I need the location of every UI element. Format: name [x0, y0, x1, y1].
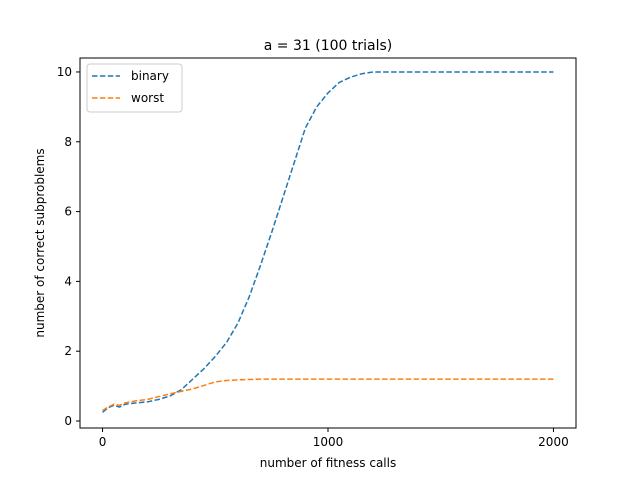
plot-frame	[79, 57, 577, 429]
x-tick-label: 1000	[313, 435, 344, 449]
x-axis-label: number of fitness calls	[260, 456, 396, 470]
y-tick-label: 4	[64, 274, 72, 288]
chart-title: a = 31 (100 trials)	[264, 38, 392, 54]
x-axis-ticks: 0 1000 2000	[99, 428, 569, 449]
legend-label-binary: binary	[131, 69, 169, 83]
series-layer	[102, 71, 554, 413]
series-line-binary	[102, 71, 554, 413]
y-tick-label: 2	[64, 344, 72, 358]
y-tick-label: 10	[57, 65, 72, 79]
legend: binary worst	[86, 63, 183, 113]
y-axis-ticks: 0 2 4 6 8 10	[57, 65, 80, 428]
y-tick-label: 8	[64, 135, 72, 149]
series-line-worst	[102, 378, 554, 412]
legend-label-worst: worst	[131, 91, 164, 105]
y-tick-label: 6	[64, 205, 72, 219]
x-tick-label: 2000	[538, 435, 569, 449]
y-tick-label: 0	[64, 414, 72, 428]
x-tick-label: 0	[99, 435, 107, 449]
y-axis-label: number of correct subproblems	[33, 148, 47, 337]
